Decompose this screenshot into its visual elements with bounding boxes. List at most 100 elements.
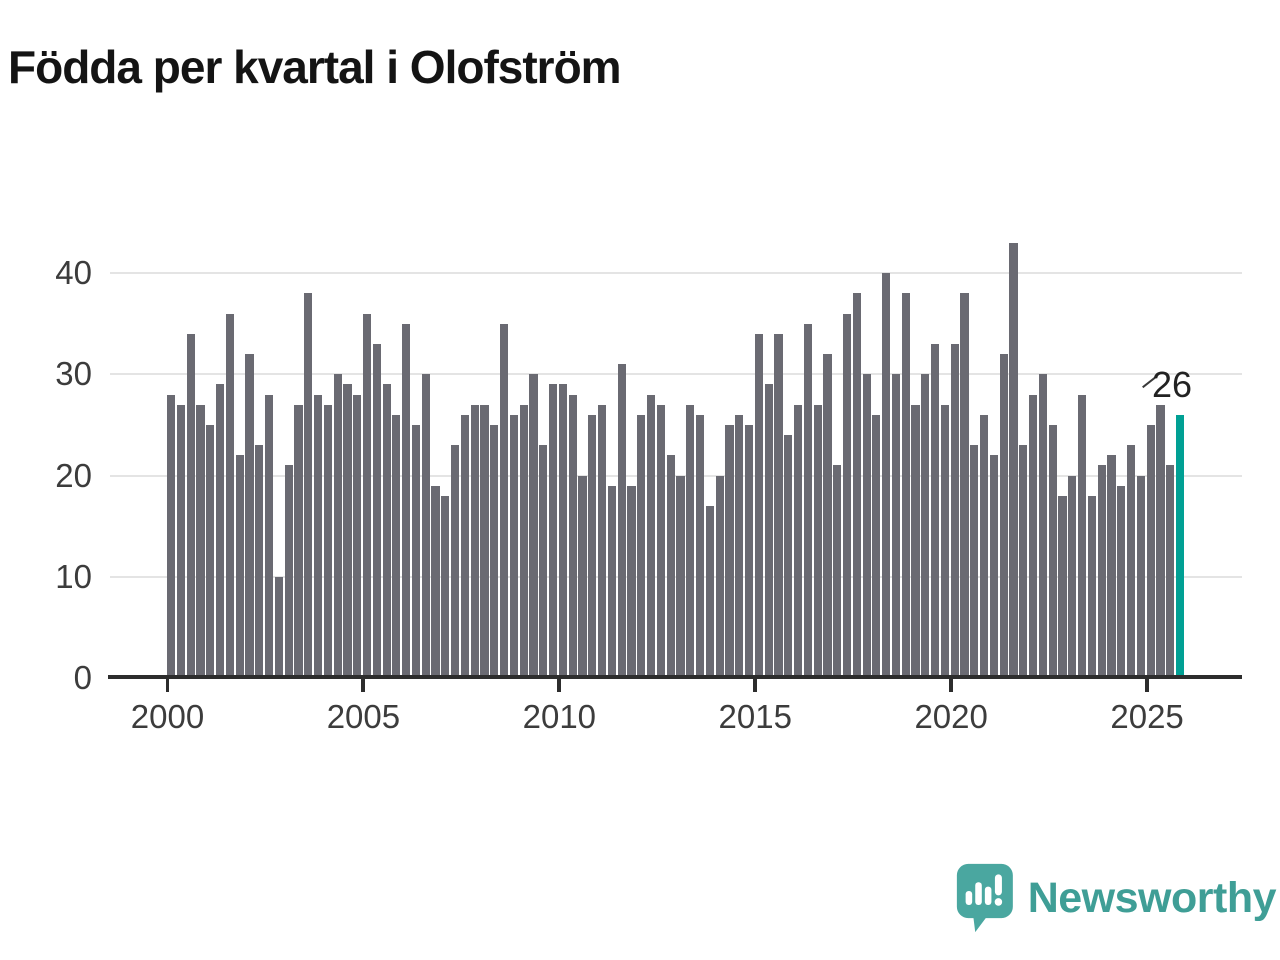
bar — [882, 273, 891, 678]
x-tick-2015 — [753, 679, 757, 692]
bar — [382, 384, 391, 678]
bar — [460, 414, 470, 678]
bar — [549, 384, 558, 678]
bar — [274, 576, 283, 678]
x-axis-line — [108, 675, 1242, 679]
x-tick-2020 — [949, 679, 953, 692]
bar — [911, 404, 920, 678]
bar — [803, 323, 812, 678]
bar — [421, 374, 430, 678]
gridline-10 — [110, 575, 1242, 578]
bar — [735, 414, 744, 678]
y-tick-label-10: 10 — [55, 557, 92, 595]
bar — [617, 364, 626, 678]
gridline-40 — [110, 272, 1242, 274]
bar — [940, 404, 950, 678]
bar — [411, 424, 421, 678]
bar — [225, 313, 234, 678]
bar — [588, 414, 597, 678]
bar — [441, 495, 450, 678]
bar — [1038, 374, 1048, 678]
bar — [255, 445, 264, 678]
x-tick-label-2000: 2000 — [130, 698, 205, 735]
bar — [1117, 485, 1126, 678]
gridline-30 — [110, 373, 1242, 376]
page-title: Födda per kvartal i Olofström — [8, 41, 622, 93]
bar — [519, 404, 528, 678]
bar — [950, 343, 959, 678]
bar — [695, 414, 705, 678]
bar — [578, 475, 587, 678]
bar — [656, 404, 665, 678]
newsworthy-logo: Newsworthy — [956, 858, 1277, 938]
bar — [480, 404, 489, 678]
bar — [666, 455, 675, 678]
bar — [509, 414, 519, 678]
bar-highlighted — [1175, 414, 1185, 678]
y-tick-label-40: 40 — [55, 254, 92, 291]
bar — [323, 404, 332, 678]
bar — [872, 414, 881, 678]
bar — [823, 354, 832, 678]
bar — [931, 343, 940, 678]
bar — [215, 384, 225, 678]
bar — [862, 374, 871, 678]
x-tick-label-2025: 2025 — [1110, 698, 1184, 735]
bar — [686, 404, 695, 678]
bar — [705, 505, 714, 678]
bar — [333, 374, 342, 678]
bar — [842, 313, 852, 678]
bar — [852, 293, 861, 678]
bar — [1097, 465, 1106, 678]
bar — [558, 384, 568, 678]
bar — [186, 333, 195, 678]
y-tick-label-0: 0 — [73, 659, 92, 696]
bar — [980, 414, 989, 678]
bar — [1009, 242, 1018, 678]
bar — [313, 394, 323, 678]
bar — [372, 343, 381, 678]
bar — [470, 404, 479, 678]
bar — [431, 485, 440, 678]
bar — [1078, 394, 1087, 678]
bar — [343, 384, 352, 678]
bar — [1107, 455, 1116, 678]
newsworthy-logo-icon — [956, 863, 1013, 933]
bar — [813, 404, 822, 678]
bar — [921, 374, 930, 678]
bar — [294, 404, 303, 678]
gridline-20 — [110, 474, 1242, 477]
bar — [715, 475, 724, 678]
bar — [196, 404, 205, 678]
bar — [402, 323, 411, 678]
bar — [1019, 445, 1028, 678]
bar — [627, 485, 636, 678]
bar — [960, 293, 969, 678]
x-tick-2000 — [165, 679, 169, 692]
bar — [1166, 465, 1175, 678]
bar — [764, 384, 773, 678]
bar — [529, 374, 538, 678]
bar — [647, 394, 656, 678]
bar — [490, 424, 499, 678]
bar — [607, 485, 616, 678]
newsworthy-logo-text: Newsworthy — [1027, 873, 1277, 922]
bar — [245, 354, 254, 678]
x-tick-2010 — [557, 679, 561, 692]
bar — [392, 414, 401, 678]
bar — [999, 354, 1008, 678]
bar — [176, 404, 185, 678]
bar — [1058, 495, 1067, 678]
bar — [1146, 424, 1155, 678]
bar — [793, 404, 803, 678]
bar — [264, 394, 274, 678]
bar — [304, 293, 313, 678]
bar — [676, 475, 685, 678]
bar — [284, 465, 293, 678]
bar — [1087, 495, 1096, 678]
bar — [744, 424, 754, 678]
y-tick-label-30: 30 — [55, 355, 92, 393]
bar — [1068, 475, 1077, 678]
bar — [167, 394, 176, 678]
